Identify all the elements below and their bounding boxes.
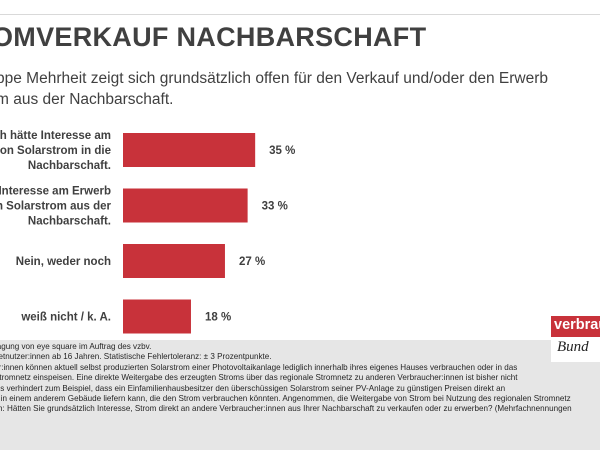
vzbv-logo: verbrau Bund — [551, 316, 600, 362]
category-label: Nachbarschaft. — [28, 216, 111, 228]
chart-subtitle: ppe Mehrheit zeigt sich grundsätzlich of… — [0, 68, 600, 112]
bar — [123, 188, 248, 223]
bar-chart: 35 % h hätte Interesse am on Solarstrom in… — [0, 130, 295, 334]
category-label: n Solarstrom aus der — [0, 201, 112, 213]
value-label: 35 % — [269, 145, 295, 157]
subtitle-line: m aus der Nachbarschaft. — [0, 91, 174, 108]
logo-script: Bund — [557, 339, 589, 355]
category-label: h hätte Interesse am — [0, 130, 111, 142]
category-label: weiß nicht / k. A. — [20, 312, 111, 324]
logo-wordmark: verbrau — [554, 317, 600, 333]
logo-band — [551, 316, 600, 337]
bar — [123, 133, 256, 167]
category-label: Nein, weder noch — [16, 256, 111, 268]
bar — [123, 244, 225, 278]
category-label: Nachbarschaft. — [28, 160, 111, 172]
top-rule — [0, 14, 600, 15]
footnote-line: ragung von eye square im Auftrag des vzb… — [0, 342, 152, 351]
footnote-line: n in einem anderem Gebäude liefern kann,… — [0, 394, 571, 404]
footnote-line: ch: Hätten Sie grundsätzlich Interesse, … — [0, 404, 572, 414]
value-label: 18 % — [205, 312, 231, 324]
category-label: Interesse am Erwerb — [0, 186, 111, 198]
value-label: 27 % — [239, 256, 265, 268]
subtitle-line: ppe Mehrheit zeigt sich grundsätzlich of… — [0, 70, 549, 87]
value-label: 33 % — [262, 201, 288, 213]
footnote-panel: ragung von eye square im Auftrag des vzb… — [0, 340, 600, 450]
bar — [123, 299, 191, 334]
footnote-line: ies verhindert zum Beispiel, dass ein Ei… — [0, 383, 506, 393]
footnote-line: Stromnetz einspeisen. Eine direkte Weite… — [0, 373, 518, 383]
footnote-line: netnutzer:innen ab 16 Jahren. Statistisc… — [0, 352, 272, 362]
chart-title: OMVERKAUF NACHBARSCHAFT — [0, 22, 427, 52]
footnote-line: er:innen können aktuell selbst produzier… — [0, 362, 518, 372]
category-label: on Solarstrom in die — [0, 145, 111, 157]
footnote-text: ragung von eye square im Auftrag des vzb… — [0, 342, 600, 415]
